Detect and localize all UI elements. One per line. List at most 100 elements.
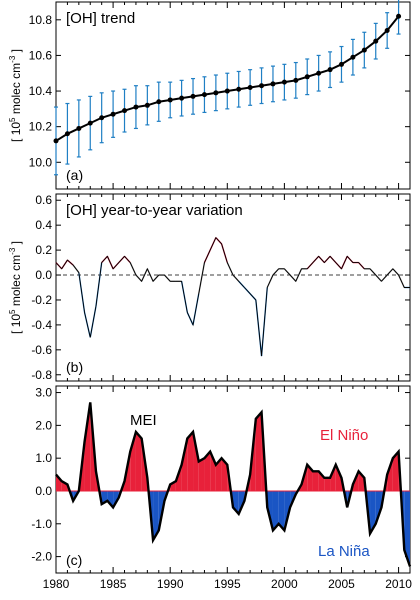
- mei-area-segment: [84, 402, 91, 491]
- trend-point: [316, 70, 322, 76]
- mei-area-segment: [324, 477, 331, 491]
- mei-area-segment: [56, 474, 62, 491]
- panel-c-mei: MEI El Niño La Niña (c) -2.0 -1.0 0.0 1.0 2.…: [31, 385, 412, 591]
- panel-b-ylabel: [ 105 molec cm-3 ]: [8, 241, 23, 334]
- panel-b-ytick-label: -0.2: [31, 293, 52, 307]
- panel-c-ytick-label: -2.0: [31, 550, 52, 564]
- panel-a-ytick-label: 10.0: [29, 155, 53, 169]
- mei-area-segment: [135, 431, 142, 491]
- panel-a-ylabel-suffix: ]: [9, 49, 23, 56]
- mei-area-segment: [312, 471, 319, 491]
- panel-a-trend: [OH] trend (a) 10.0 10.2 10.4 10.6 10.8 [ 105…: [8, 0, 411, 190]
- panel-b-title: [OH] year-to-year variation: [66, 202, 243, 219]
- panel-a-ytick-label: 10.2: [29, 120, 53, 134]
- mei-area-segment: [181, 438, 188, 491]
- mei-area-segment: [375, 490, 382, 524]
- mei-area-segment: [278, 490, 285, 531]
- panel-c-xtick-label: 1980: [43, 577, 70, 591]
- trend-point: [110, 111, 116, 117]
- annotation-la-nina: La Niña: [318, 543, 370, 560]
- trend-point: [281, 79, 287, 85]
- mei-area-segment: [153, 490, 159, 541]
- panel-c-ytick-label: 2.0: [35, 418, 52, 432]
- trend-point: [373, 38, 379, 44]
- trend-point: [236, 86, 242, 92]
- panel-b-ylabel-prefix: [ 10: [9, 314, 23, 334]
- mei-area-segment: [193, 431, 199, 491]
- panel-b-ylabel-sup2: -3: [8, 247, 17, 255]
- panel-a-ytick-label: 10.6: [29, 48, 53, 62]
- trend-point: [190, 93, 196, 99]
- trend-point: [293, 77, 299, 83]
- mei-area-segment: [318, 471, 325, 491]
- panel-a-ylabel-sup2: -3: [8, 55, 17, 63]
- panel-c-ytick-label: 1.0: [35, 451, 52, 465]
- trend-point: [396, 13, 402, 19]
- trend-point: [384, 27, 390, 33]
- trend-point: [144, 102, 150, 108]
- panel-b-ytick-label: -0.6: [31, 343, 52, 357]
- panel-c-ytick-label: -1.0: [31, 517, 52, 531]
- panel-c-ytick-label: 3.0: [35, 386, 52, 400]
- mei-area-segment: [392, 451, 399, 491]
- mei-line: [55, 402, 412, 567]
- trend-point: [259, 83, 265, 89]
- mei-area-segment: [204, 451, 211, 491]
- panel-c-xtick-label: 1985: [100, 577, 127, 591]
- trend-point: [122, 108, 128, 114]
- trend-point: [167, 97, 173, 103]
- mei-area-segment: [330, 464, 336, 491]
- panel-a-ytick-label: 10.4: [29, 84, 53, 98]
- mei-area-segment: [107, 490, 114, 508]
- panel-b-label: (b): [66, 359, 83, 375]
- panel-b-ylabel-suffix: ]: [9, 241, 23, 248]
- trend-point: [350, 54, 356, 60]
- panel-c-xtick-label: 2005: [328, 577, 355, 591]
- annotation-el-nino: El Niño: [320, 427, 368, 444]
- trend-point: [87, 120, 93, 126]
- trend-point: [247, 84, 253, 90]
- panel-b-ytick-label: -0.8: [31, 368, 52, 382]
- trend-point: [133, 104, 139, 110]
- panel-a-ytick-label: 10.8: [29, 13, 53, 27]
- trend-point: [270, 81, 276, 87]
- trend-point: [224, 88, 230, 94]
- panel-a-title: [OH] trend: [66, 10, 135, 27]
- trend-point: [64, 131, 70, 137]
- mei-area-segment: [387, 458, 393, 491]
- trend-point: [327, 67, 333, 73]
- mei-area-segment: [370, 490, 376, 534]
- mei-area-segment: [221, 458, 228, 491]
- trend-point: [304, 74, 310, 80]
- mei-area-segment: [198, 458, 205, 491]
- trend-point: [361, 47, 367, 53]
- trend-point: [76, 125, 82, 131]
- mei-area-segment: [255, 412, 262, 491]
- variation-line: [55, 236, 410, 357]
- panel-a-ylabel: [ 105 molec cm-3 ]: [8, 49, 23, 142]
- panel-b-ylabel-sup: 5: [8, 309, 17, 314]
- trend-point: [201, 92, 207, 98]
- panel-b-ytick-label: 0.0: [35, 268, 52, 282]
- mei-area-segment: [272, 490, 279, 531]
- trend-point: [53, 138, 59, 144]
- panel-b-ytick-label: -0.4: [31, 318, 52, 332]
- mei-area-segment: [404, 490, 410, 567]
- panel-b-variation: [OH] year-to-year variation (b) -0.8 -0.6…: [8, 193, 411, 382]
- panel-a-label: (a): [66, 167, 83, 183]
- panel-a-ylabel-mid: molec cm: [9, 63, 23, 118]
- panel-b-ytick-label: 0.2: [35, 243, 52, 257]
- trend-point: [179, 95, 185, 101]
- mei-area-segment: [215, 458, 222, 491]
- panel-c-xtick-label: 1995: [214, 577, 241, 591]
- panel-b-ytick-label: 0.4: [35, 218, 52, 232]
- panel-a-ylabel-prefix: [ 10: [9, 122, 23, 142]
- trend-point: [156, 99, 162, 105]
- annotation-mei: MEI: [130, 412, 157, 429]
- mei-area-segment: [335, 464, 342, 491]
- panel-b-ylabel-mid: molec cm: [9, 255, 23, 310]
- panel-b-ytick-label: 0.6: [35, 193, 52, 207]
- panel-a-ylabel-sup: 5: [8, 117, 17, 122]
- trend-point: [99, 115, 105, 121]
- mei-area-segment: [187, 431, 194, 491]
